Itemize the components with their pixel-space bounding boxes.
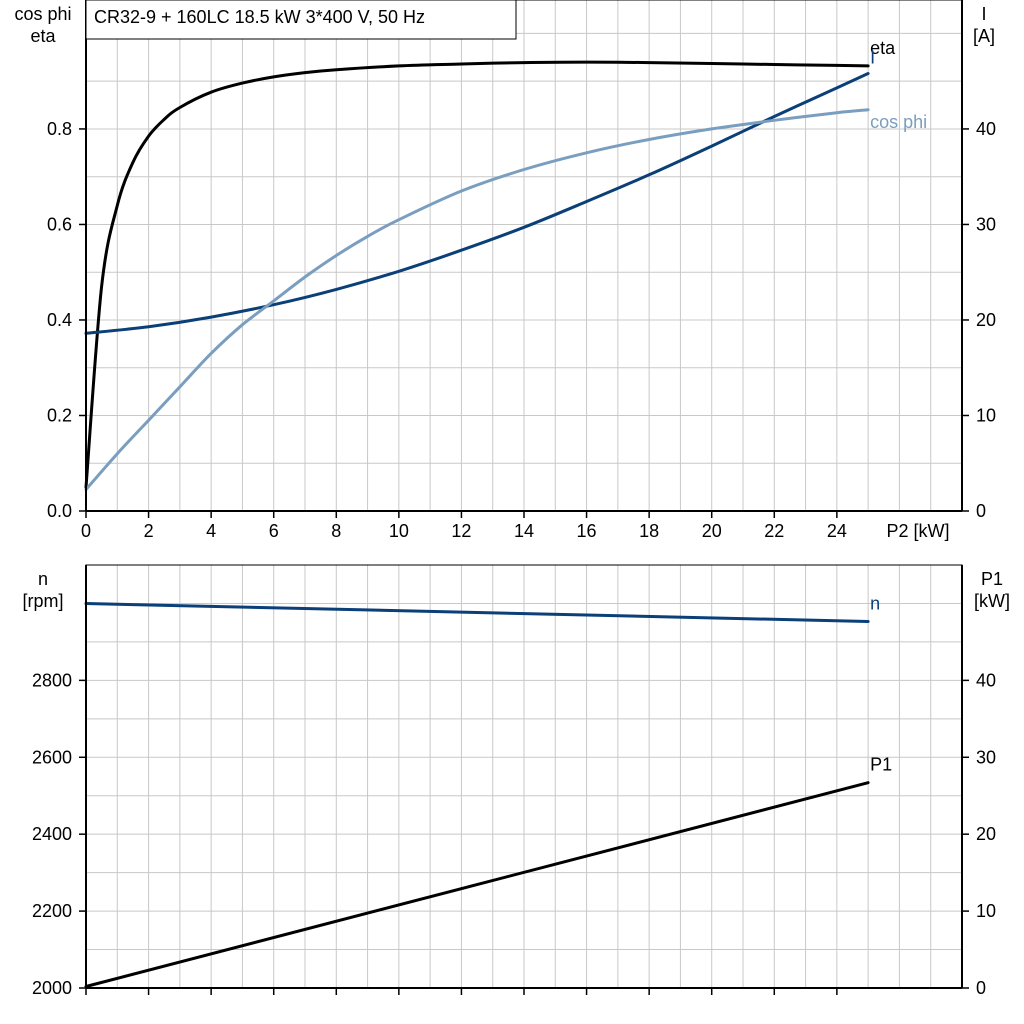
frame-layer (79, 0, 969, 995)
panel1-x-tick-label: 20 (702, 521, 722, 541)
panel2-right-tick-label: 30 (976, 747, 996, 767)
panel2-right-tick-label: 40 (976, 670, 996, 690)
panel2-left-tick-label: 2800 (32, 670, 72, 690)
panel1-x-tick-label: 24 (827, 521, 847, 541)
panel1-x-tick-label: 22 (764, 521, 784, 541)
grid-layer (86, 0, 962, 988)
title-box: CR32-9 + 160LC 18.5 kW 3*400 V, 50 Hz (85, 0, 517, 40)
panel2-left-axis-title: n (38, 569, 48, 589)
panel1-left-tick-label: 0.4 (47, 310, 72, 330)
panel2-series-p1-label: P1 (870, 755, 892, 775)
panel1-right-axis-title: [A] (973, 26, 995, 46)
panel2-series-n-line (84, 602, 870, 623)
panel1-x-tick-label: 10 (389, 521, 409, 541)
panel1-x-axis-title: P2 [kW] (886, 521, 949, 541)
panel1-x-tick-label: 6 (269, 521, 279, 541)
panel2-left-axis-title: [rpm] (22, 591, 63, 611)
panel1-right-tick-label: 20 (976, 310, 996, 330)
panel1-series-cos-phi-label: cos phi (870, 112, 927, 132)
panel2-series-n-label: n (870, 594, 880, 614)
title-box-frame (85, 0, 517, 40)
panel1-right-tick-label: 0 (976, 501, 986, 521)
panel1-series-cos-phi-line (84, 108, 870, 491)
panel1-right-tick-label: 30 (976, 214, 996, 234)
panel1-left-tick-label: 0.0 (47, 501, 72, 521)
chart-title: CR32-9 + 160LC 18.5 kW 3*400 V, 50 Hz (94, 7, 425, 27)
panel1-x-tick-label: 8 (331, 521, 341, 541)
panel2-right-tick-label: 10 (976, 901, 996, 921)
panel2-right-axis-title: [kW] (974, 591, 1010, 611)
panel1-x-tick-label: 14 (514, 521, 534, 541)
panel1-x-tick-label: 12 (451, 521, 471, 541)
panel2-right-axis-title: P1 (981, 569, 1003, 589)
panel2-right-tick-label: 0 (976, 978, 986, 998)
panel1-x-tick-label: 18 (639, 521, 659, 541)
panel2-left-tick-label: 2000 (32, 978, 72, 998)
panel1-series-eta-line (84, 60, 870, 489)
series-layer (84, 60, 870, 988)
panel1-x-tick-label: 16 (577, 521, 597, 541)
panel1-x-tick-label: 0 (81, 521, 91, 541)
panel1-left-tick-label: 0.8 (47, 119, 72, 139)
panel1-x-tick-label: 2 (144, 521, 154, 541)
panel1-right-tick-label: 40 (976, 119, 996, 139)
panel1-left-axis-title: cos phi (14, 4, 71, 24)
panel2-left-tick-label: 2200 (32, 901, 72, 921)
panel2-left-tick-label: 2600 (32, 747, 72, 767)
panel1-left-tick-label: 0.6 (47, 214, 72, 234)
panel1-right-tick-label: 10 (976, 405, 996, 425)
panel1-right-axis-title: I (981, 4, 986, 24)
panel2-right-tick-label: 20 (976, 824, 996, 844)
panel2-series-p1-line (84, 781, 870, 988)
panel2-left-tick-label: 2400 (32, 824, 72, 844)
panel1-left-axis-title: eta (30, 26, 56, 46)
panel1-series-i-label: I (870, 48, 875, 68)
panel1-series-eta-label: eta (870, 38, 896, 58)
panel1-x-tick-label: 4 (206, 521, 216, 541)
panel1-left-tick-label: 0.2 (47, 405, 72, 425)
